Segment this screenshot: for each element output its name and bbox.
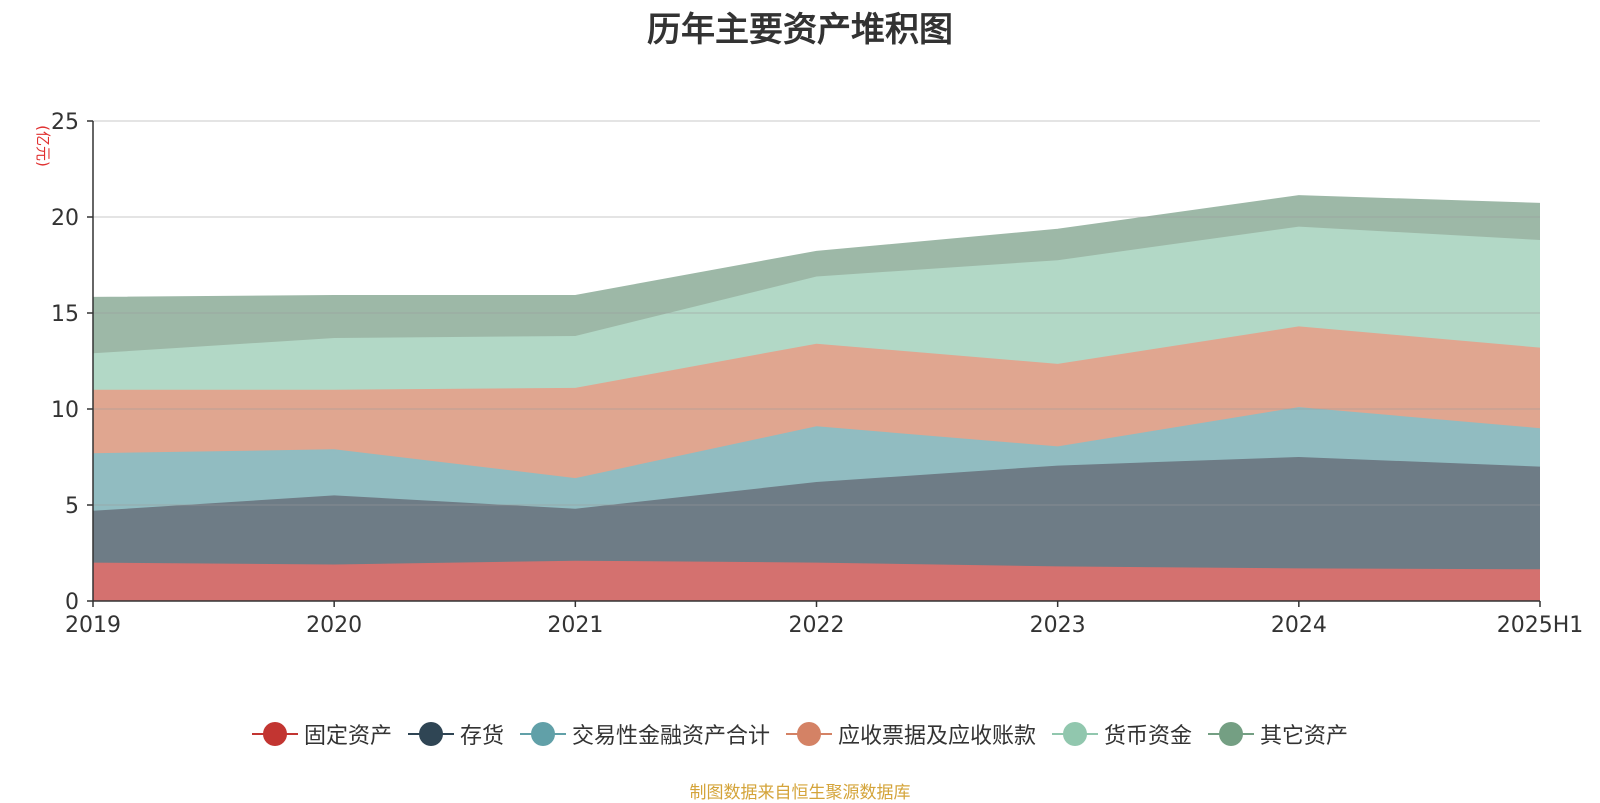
x-tick-label: 2024 xyxy=(1271,613,1327,638)
y-tick-label: 10 xyxy=(51,398,79,423)
y-axis-label: (亿元) xyxy=(34,125,52,167)
legend-item[interactable]: 交易性金融资产合计 xyxy=(519,718,770,750)
legend-marker-icon xyxy=(251,722,298,746)
legend-item[interactable]: 固定资产 xyxy=(251,718,392,750)
legend-marker-icon xyxy=(1052,722,1099,746)
area-layer xyxy=(92,195,1541,601)
legend-marker-icon xyxy=(407,722,454,746)
legend-label: 其它资产 xyxy=(1260,724,1349,749)
legend-marker-icon xyxy=(1208,722,1255,746)
source-note: 制图数据来自恒生聚源数据库 xyxy=(689,783,911,803)
area-series-5[interactable] xyxy=(93,195,1540,354)
legend-item[interactable]: 存货 xyxy=(407,718,504,750)
legend-marker-icon xyxy=(786,722,832,746)
area-series-0[interactable] xyxy=(93,560,1540,601)
chart-title: 历年主要资产堆积图 xyxy=(647,10,953,50)
area-series-3[interactable] xyxy=(93,326,1540,479)
legend-item[interactable]: 其它资产 xyxy=(1208,718,1348,750)
legend-item[interactable]: 应收票据及应收账款 xyxy=(786,718,1036,750)
legend-label: 存货 xyxy=(459,724,504,749)
x-tick-label: 2025H1 xyxy=(1497,613,1584,638)
legend: 固定资产 存货 交易性金融资产合计 应收票据及应收账款 货币资金 其它资产 xyxy=(0,718,1600,750)
legend-label: 货币资金 xyxy=(1104,724,1193,749)
area-edge-5 xyxy=(92,195,1541,299)
x-tick-label: 2021 xyxy=(547,613,603,638)
axis-layer: 0 5 10 15 20 25 2019 2020 2021 2022 2023 2024 2025H1 xyxy=(51,110,1583,638)
legend-label: 应收票据及应收账款 xyxy=(838,724,1037,749)
y-tick-label: 0 xyxy=(65,590,79,615)
x-tick-label: 2023 xyxy=(1030,613,1086,638)
legend-label: 交易性金融资产合计 xyxy=(571,724,770,749)
y-tick-label: 25 xyxy=(51,110,79,135)
y-tick-label: 20 xyxy=(51,206,79,231)
legend-label: 固定资产 xyxy=(303,724,392,749)
y-tick-label: 5 xyxy=(65,494,79,519)
y-tick-label: 15 xyxy=(51,302,79,327)
legend-item[interactable]: 货币资金 xyxy=(1052,718,1192,750)
x-tick-label: 2020 xyxy=(306,613,362,638)
area-series-2[interactable] xyxy=(93,407,1540,511)
area-series-1[interactable] xyxy=(93,457,1540,570)
legend-marker-icon xyxy=(519,722,566,746)
x-tick-label: 2019 xyxy=(65,613,121,638)
x-tick-label: 2022 xyxy=(789,613,845,638)
area-series-4[interactable] xyxy=(93,226,1540,390)
